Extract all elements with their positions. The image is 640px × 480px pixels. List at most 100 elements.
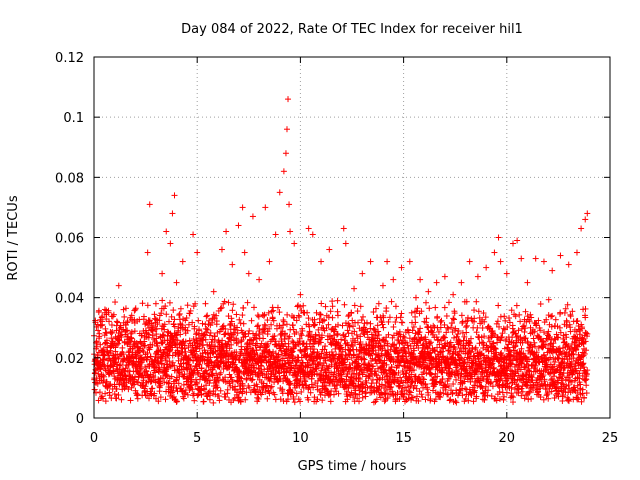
data-point (128, 329, 135, 336)
data-point (102, 390, 109, 397)
data-point (283, 126, 290, 133)
data-point (111, 391, 118, 398)
data-point (203, 313, 210, 320)
data-point (104, 349, 111, 356)
data-point (157, 382, 164, 389)
data-point (223, 228, 230, 235)
data-point (175, 367, 182, 374)
data-point (152, 379, 159, 386)
data-point (367, 320, 374, 327)
data-point (472, 344, 479, 351)
data-point (163, 311, 170, 318)
data-point (251, 304, 258, 311)
data-point (94, 380, 101, 387)
data-point (466, 258, 473, 265)
data-point (345, 313, 352, 320)
data-point (239, 204, 246, 211)
data-point (113, 395, 120, 402)
data-point (388, 298, 395, 305)
data-point (162, 303, 169, 310)
y-tick-label: 0.06 (55, 232, 84, 247)
data-point (106, 382, 113, 389)
data-point (412, 294, 419, 301)
data-point (167, 240, 174, 247)
x-tick-label: 15 (395, 431, 412, 446)
data-point (95, 370, 102, 377)
data-point (351, 302, 358, 309)
data-point (565, 261, 572, 268)
data-point (398, 310, 405, 317)
data-point (149, 385, 156, 392)
data-point (151, 390, 158, 397)
data-point (184, 302, 191, 309)
data-point (264, 395, 271, 402)
data-point (144, 249, 151, 256)
data-point (516, 311, 523, 318)
data-point (150, 322, 157, 329)
data-point (268, 308, 275, 315)
data-point (168, 373, 175, 380)
data-point (99, 379, 106, 386)
data-point (284, 311, 291, 318)
data-point (412, 313, 419, 320)
data-point (177, 305, 184, 312)
data-point (229, 261, 236, 268)
y-tick-label: 0.04 (55, 292, 84, 307)
data-point (111, 373, 118, 380)
data-point (213, 321, 220, 328)
data-point (115, 336, 122, 343)
data-point (574, 394, 581, 401)
data-point (450, 291, 457, 298)
data-point (173, 377, 180, 384)
data-point (445, 299, 452, 306)
data-point (518, 392, 525, 399)
data-point (168, 313, 175, 320)
data-point (117, 361, 124, 368)
data-point (357, 303, 364, 310)
data-point (412, 319, 419, 326)
data-point (159, 340, 166, 347)
data-point (518, 255, 525, 262)
data-point (497, 313, 504, 320)
data-point (159, 331, 166, 338)
data-point (254, 394, 261, 401)
data-point (115, 282, 122, 289)
data-point (113, 386, 120, 393)
data-point (340, 225, 347, 232)
data-point (142, 383, 149, 390)
data-point (237, 320, 244, 327)
data-point (171, 316, 178, 323)
data-point (96, 333, 103, 340)
data-point (532, 255, 539, 262)
data-point (101, 373, 108, 380)
data-point (317, 311, 324, 318)
data-point (120, 376, 127, 383)
data-point (94, 354, 101, 361)
data-point (105, 309, 112, 316)
data-point (200, 398, 207, 405)
data-point (334, 297, 341, 304)
data-point (194, 249, 201, 256)
data-point (112, 348, 119, 355)
data-point (306, 328, 313, 335)
data-point (115, 355, 122, 362)
data-point (118, 396, 125, 403)
data-point (138, 332, 145, 339)
data-point (437, 319, 444, 326)
data-point (132, 387, 139, 394)
data-point (514, 237, 521, 244)
data-point (156, 366, 163, 373)
data-point (342, 240, 349, 247)
data-point (458, 279, 465, 286)
data-point (341, 337, 348, 344)
data-point (110, 311, 117, 318)
data-point (151, 357, 158, 364)
data-point (521, 395, 528, 402)
data-point (266, 258, 273, 265)
data-point (334, 312, 341, 319)
data-point (160, 332, 167, 339)
data-point (128, 334, 135, 341)
data-point (240, 305, 247, 312)
data-point (497, 258, 504, 265)
data-point (282, 150, 289, 157)
